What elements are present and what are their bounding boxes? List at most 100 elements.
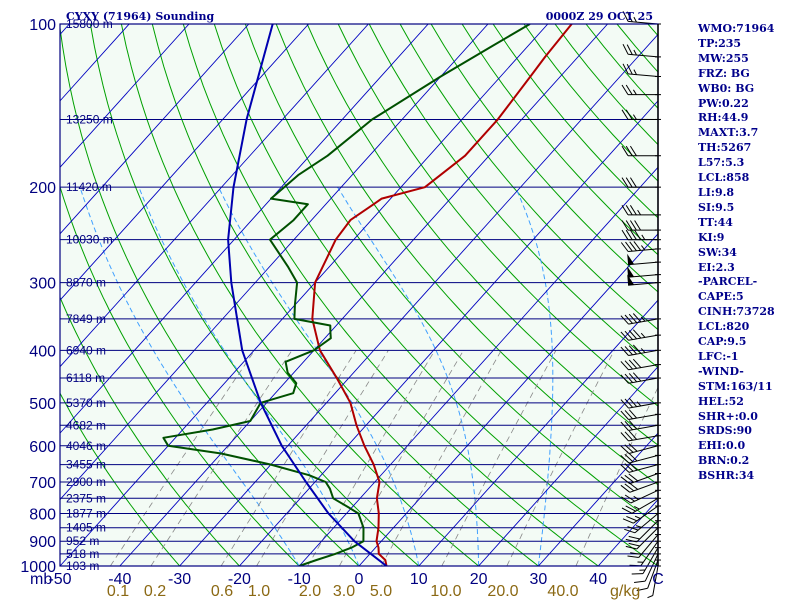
isotherm	[60, 24, 309, 301]
isotherm	[60, 24, 250, 235]
temperature-unit-label: C	[652, 571, 664, 588]
wind-barb	[622, 43, 661, 58]
parcel-profile	[227, 24, 388, 566]
index-item: FRZ: BG	[698, 66, 750, 80]
chart-subtitle: 0000Z 29 OCT 25	[546, 10, 653, 23]
index-item: TP:235	[698, 36, 742, 50]
index-item: CAP:9.5	[698, 335, 747, 349]
index-item: STM:163/11	[698, 379, 773, 393]
wind-barb	[620, 344, 661, 356]
isotherm	[179, 33, 658, 566]
pressure-tick-label: 300	[29, 276, 56, 293]
mixing-ratio-label: 0.1	[107, 583, 129, 600]
wind-barb	[622, 63, 661, 78]
height-label: 2900 m	[66, 475, 106, 489]
height-label: 103 m	[66, 559, 99, 573]
temperature-tick-label: -50	[48, 571, 71, 588]
index-item: RH:44.9	[698, 111, 749, 125]
indices-panel: WMO:71964 TP:235 MW:255 FRZ: BG WB0: BG PW:0.…	[698, 22, 798, 484]
temperature-tick-label: 10	[410, 571, 428, 588]
height-label: 3455 m	[66, 458, 106, 472]
pressure-unit-label: mb	[30, 571, 52, 588]
index-item: LFC:-1	[698, 349, 739, 363]
height-label: 8870 m	[66, 276, 106, 290]
mixing-ratio-label: 0.2	[144, 583, 166, 600]
index-item: SI:9.5	[698, 200, 735, 214]
height-label: 6118 m	[66, 371, 105, 385]
wind-barb	[624, 512, 661, 534]
mixing-ratio-label: 0.6	[211, 583, 233, 600]
wind-barb	[621, 497, 661, 514]
index-item: HEL:52	[698, 394, 744, 408]
index-item: LCL:858	[698, 171, 750, 185]
index-item: L57:5.3	[698, 156, 745, 170]
height-label: 1405 m	[66, 521, 106, 535]
plot-area	[60, 24, 658, 566]
isotherm	[60, 24, 429, 434]
mixing-ratio-label: 3.0	[333, 583, 355, 600]
isotherm	[239, 100, 658, 566]
wind-barb	[620, 358, 661, 371]
height-label: 10030 m	[66, 233, 113, 247]
wind-barb	[620, 329, 661, 341]
index-item: BRN:0.2	[698, 454, 750, 468]
temperature-tick-label: -20	[228, 571, 251, 588]
index-item: TH:5267	[698, 141, 752, 155]
index-item: KI:9	[698, 230, 725, 244]
index-item: PW:0.22	[698, 96, 749, 110]
temperature-tick-label: -10	[288, 571, 311, 588]
mixing-ratio-label: 40.0	[547, 583, 578, 600]
height-label: 15800 m	[66, 17, 113, 31]
index-item: SRDS:90	[698, 424, 752, 438]
temperature-tick-label: 30	[530, 571, 548, 588]
height-label: 952 m	[66, 534, 99, 548]
height-label: 7849 m	[66, 312, 106, 326]
index-item: LCL:820	[698, 320, 750, 334]
wind-barb	[625, 527, 661, 550]
index-item: -PARCEL-	[698, 275, 758, 289]
mixing-ratio-label: 1.0	[248, 583, 270, 600]
height-label: 4682 m	[66, 418, 106, 432]
index-item: EI:2.3	[698, 260, 735, 274]
temperature-tick-label: 20	[470, 571, 488, 588]
isotherm	[538, 432, 658, 566]
index-item: MAXT:3.7	[698, 126, 759, 140]
wind-barb	[620, 409, 661, 420]
isotherm	[60, 24, 369, 368]
wind-barb	[620, 472, 661, 485]
wind-barb	[621, 229, 661, 241]
wind-barb	[627, 534, 661, 558]
wind-barb	[620, 372, 661, 384]
index-item: BSHR:34	[698, 469, 755, 483]
pressure-tick-label: 400	[29, 343, 56, 360]
height-label: 1877 m	[66, 507, 106, 521]
temperature-tick-label: 40	[589, 571, 607, 588]
wind-barb	[621, 220, 661, 231]
temperature-tick-label: -30	[168, 571, 191, 588]
moist-adiabat	[218, 186, 420, 566]
mixing-ratio-unit-label: g/kg	[610, 583, 640, 600]
index-item: TT:44	[698, 215, 733, 229]
wind-barb	[621, 205, 661, 216]
isotherm	[478, 365, 658, 566]
temperature-tick-label: -40	[108, 571, 131, 588]
mixing-ratio-label: 2.0	[299, 583, 321, 600]
index-item: LI:9.8	[698, 185, 735, 199]
pressure-tick-label: 900	[29, 534, 56, 551]
index-item: CAPE:5	[698, 290, 744, 304]
index-item: EHI:0.0	[698, 439, 746, 453]
isotherm	[119, 24, 608, 566]
height-label: 13250 m	[66, 112, 113, 126]
index-item: CINH:73728	[698, 305, 775, 319]
wind-barb	[620, 313, 661, 325]
mixing-ratio-label: 20.0	[487, 583, 518, 600]
height-label: 6940 m	[66, 343, 106, 357]
chart-title: CYXY (71964) Sounding	[66, 10, 214, 23]
wind-barb	[621, 145, 661, 157]
isotherm	[60, 24, 190, 169]
mixing-ratio-label: 5.0	[370, 583, 392, 600]
height-label: 4046 m	[66, 439, 106, 453]
pressure-tick-label: 1000	[20, 559, 56, 576]
isotherm	[60, 24, 489, 501]
